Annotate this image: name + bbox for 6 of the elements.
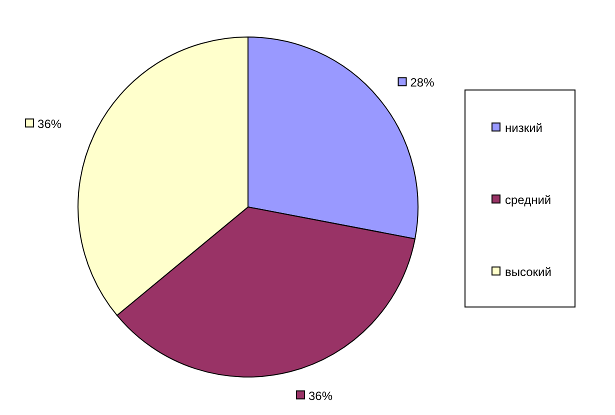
legend-label: средний — [505, 193, 552, 207]
data-label: 36% — [308, 388, 333, 403]
data-label: 36% — [38, 116, 62, 131]
legend-label: высокий — [505, 265, 552, 279]
legend-label: низкий — [505, 121, 542, 135]
data-label: 28% — [410, 76, 435, 90]
